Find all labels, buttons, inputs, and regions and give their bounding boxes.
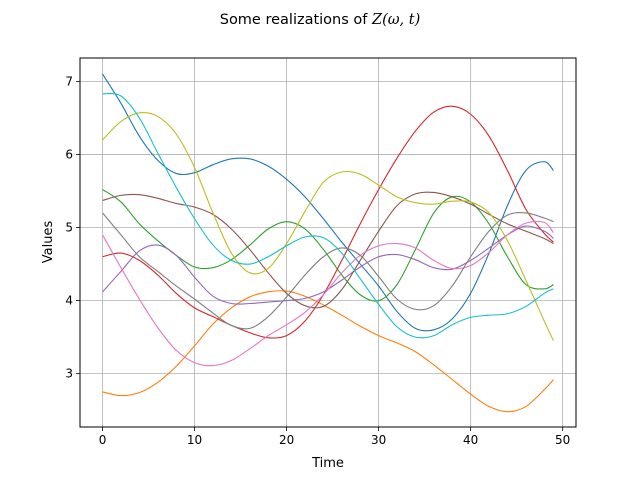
y-tick-label: 7 — [65, 74, 73, 88]
series-line-2 — [102, 290, 554, 413]
x-tick-label: 10 — [187, 433, 202, 447]
y-tick-label: 5 — [65, 221, 73, 235]
x-tick-label: 0 — [99, 433, 107, 447]
series-line-5 — [102, 225, 554, 305]
x-tick-label: 50 — [555, 433, 570, 447]
series-line-6 — [102, 191, 554, 309]
y-tick-label: 4 — [65, 294, 73, 308]
series-line-4 — [102, 105, 554, 339]
chart-title: Some realizations of Z(ω, t) — [220, 12, 421, 28]
x-tick-label: 40 — [463, 433, 478, 447]
series-line-9 — [102, 111, 554, 342]
series-line-1 — [102, 73, 554, 332]
axes-frame — [79, 57, 577, 428]
chart-title-math: Z(ω, t) — [371, 12, 420, 28]
series-group — [102, 73, 554, 413]
y-tick-label: 6 — [65, 147, 73, 161]
y-axis-label: Values — [41, 221, 56, 264]
series-line-10 — [102, 92, 554, 339]
series-line-7 — [102, 220, 554, 367]
x-tick-label: 20 — [279, 433, 294, 447]
series-line-8 — [102, 212, 554, 330]
chart-title-prefix: Some realizations of — [220, 12, 372, 28]
y-tick-label: 3 — [65, 367, 73, 381]
grid — [80, 58, 576, 427]
x-axis-label: Time — [311, 456, 344, 471]
ticks: 0 10 20 30 40 50 3 4 5 6 7 — [65, 74, 570, 447]
x-tick-label: 30 — [371, 433, 386, 447]
